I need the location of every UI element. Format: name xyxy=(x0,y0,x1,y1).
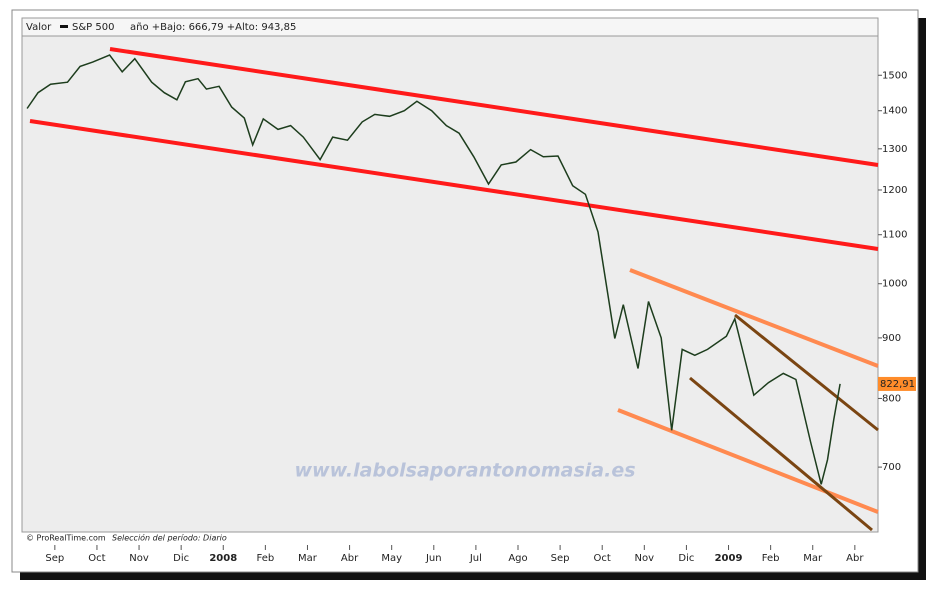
x-tick-label: Abr xyxy=(341,553,359,564)
x-tick-label: Sep xyxy=(551,553,570,564)
y-tick-label: 1500 xyxy=(882,70,907,81)
trend-line xyxy=(109,47,879,167)
footer-period: Selección del período: Diario xyxy=(112,533,227,543)
plot-area xyxy=(21,35,879,533)
x-tick-label: Oct xyxy=(88,553,105,564)
trend-lines xyxy=(29,47,879,532)
y-tick-label: 1300 xyxy=(882,144,907,155)
x-tick-label: Dic xyxy=(678,553,694,564)
trend-line xyxy=(629,268,879,368)
legend-label: S&P 500 xyxy=(72,22,114,33)
header-info: año +Bajo: 666,79 +Alto: 943,85 xyxy=(130,22,296,33)
price-line xyxy=(26,54,841,485)
x-tick-label: Abr xyxy=(846,553,864,564)
x-tick-label: Oct xyxy=(594,553,611,564)
trend-line xyxy=(617,408,879,514)
y-tick-label: 1200 xyxy=(882,185,907,196)
x-tick-label: Feb xyxy=(762,553,780,564)
x-tick-label: Jun xyxy=(425,553,442,564)
last-value-label: 822,91 xyxy=(880,379,915,390)
header-label: Valor xyxy=(26,22,52,33)
y-tick-label: 1100 xyxy=(882,230,907,241)
x-tick-label: 2009 xyxy=(715,553,743,564)
trend-line xyxy=(689,376,873,532)
x-tick-label: Dic xyxy=(173,553,189,564)
x-tick-label: 2008 xyxy=(209,553,237,564)
y-tick-label: 800 xyxy=(882,393,901,404)
x-tick-label: Sep xyxy=(45,553,64,564)
y-tick-label: 1000 xyxy=(882,279,907,290)
x-tick-label: Mar xyxy=(803,553,823,564)
x-tick-label: Jul xyxy=(469,553,482,564)
header-bar xyxy=(21,17,879,37)
x-tick-label: Nov xyxy=(129,553,149,564)
last-value-box xyxy=(878,376,916,391)
legend-swatch xyxy=(60,25,68,28)
footer-source: © ProRealTime.com xyxy=(26,534,106,543)
watermark: www.labolsaporantonomasia.es xyxy=(294,460,635,482)
x-tick-label: Nov xyxy=(635,553,655,564)
trend-line xyxy=(734,313,879,432)
trend-line xyxy=(29,119,879,251)
x-tick-label: Ago xyxy=(508,553,527,564)
x-tick-label: Feb xyxy=(257,553,275,564)
x-tick-label: Mar xyxy=(298,553,318,564)
x-tick-label: May xyxy=(381,553,402,564)
y-tick-label: 900 xyxy=(882,333,901,344)
y-tick-label: 700 xyxy=(882,462,901,473)
y-tick-label: 1400 xyxy=(882,106,907,117)
